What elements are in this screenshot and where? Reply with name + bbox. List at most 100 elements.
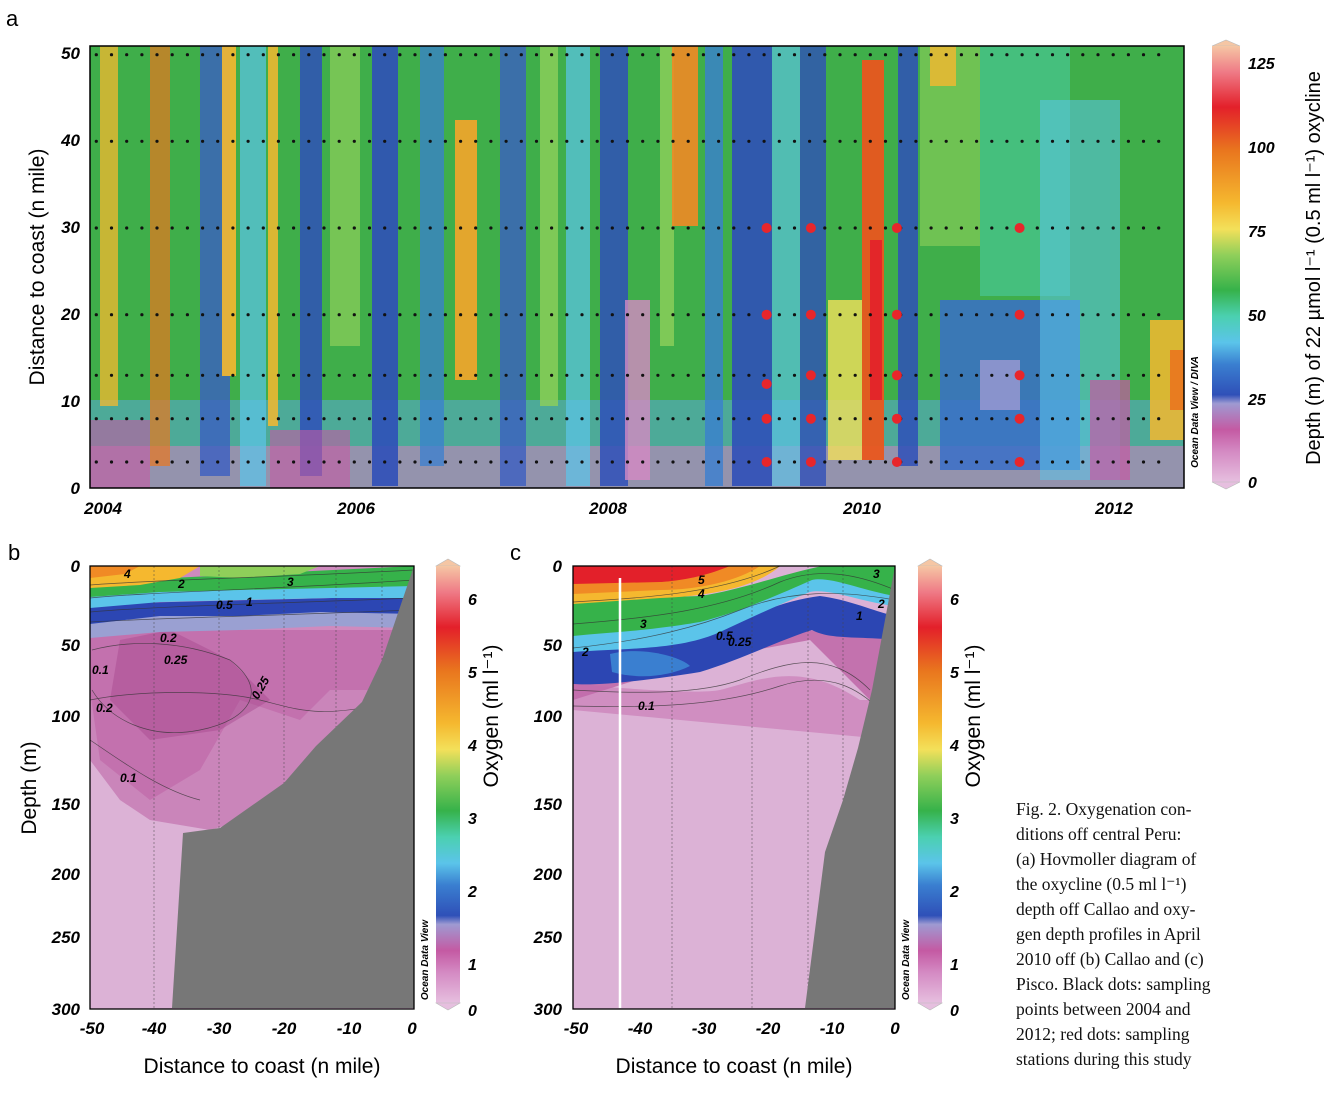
sampling-point — [1035, 313, 1039, 317]
sampling-point — [914, 53, 918, 57]
sampling-point — [838, 53, 842, 57]
sampling-point — [352, 460, 356, 464]
sampling-point — [883, 460, 888, 464]
sampling-point — [1126, 313, 1130, 317]
sampling-point — [975, 313, 979, 317]
b-contour-label: 4 — [123, 567, 131, 581]
sampling-point — [580, 226, 584, 230]
sampling-point — [276, 53, 280, 57]
sampling-point — [1096, 313, 1100, 317]
sampling-point — [383, 53, 387, 57]
a-y-axis-label: Distance to coast (n mile) — [26, 149, 49, 386]
sampling-point — [1005, 226, 1009, 230]
sampling-point — [641, 313, 645, 317]
sampling-point — [322, 53, 326, 57]
sampling-point — [990, 373, 994, 377]
sampling-point — [975, 460, 979, 464]
sampling-point — [413, 53, 417, 57]
sampling-point — [352, 373, 356, 377]
sampling-point — [1005, 373, 1009, 377]
sampling-point — [201, 53, 205, 57]
sampling-point — [1126, 373, 1130, 377]
sampling-point — [565, 226, 569, 230]
c-xtick: 0 — [890, 1019, 900, 1038]
sampling-point — [747, 417, 751, 421]
sampling-point — [838, 460, 842, 464]
sampling-point — [853, 460, 857, 464]
c-ytick: 300 — [534, 1000, 563, 1019]
sampling-point — [155, 417, 159, 421]
sampling-point — [489, 460, 493, 464]
sampling-point — [883, 373, 888, 377]
b-cbtick: 0 — [468, 1003, 477, 1020]
sampling-point — [959, 313, 964, 317]
sampling-point — [1035, 460, 1039, 464]
sampling-point — [610, 460, 614, 464]
sampling-point — [595, 226, 599, 230]
c-cbtick: 4 — [949, 738, 959, 755]
sampling-point — [231, 53, 235, 57]
sampling-point — [383, 139, 387, 143]
sampling-point — [443, 226, 447, 230]
sampling-point — [489, 313, 493, 317]
sampling-point — [231, 313, 235, 317]
sampling-point — [125, 313, 129, 317]
sampling-point — [352, 313, 356, 317]
sampling-point — [307, 373, 311, 377]
hovmoller-plot-area — [90, 46, 1184, 488]
sampling-point — [398, 313, 402, 317]
sampling-point — [1157, 313, 1161, 317]
sampling-point — [504, 226, 508, 230]
sampling-point — [641, 373, 645, 377]
sampling-point — [125, 139, 129, 143]
sampling-point — [261, 460, 265, 464]
sampling-point — [1050, 373, 1055, 377]
caption-line: depth off Callao and oxy- — [1016, 899, 1196, 919]
b-contour-label: 0.2 — [160, 631, 177, 645]
sampling-point — [747, 373, 751, 377]
sampling-point — [534, 139, 539, 143]
a-ytick: 40 — [60, 131, 80, 150]
sampling-point — [443, 53, 447, 57]
study-station — [761, 309, 772, 320]
sampling-point — [929, 460, 933, 464]
sampling-point — [109, 226, 114, 230]
sampling-point — [868, 373, 872, 377]
study-station — [891, 223, 902, 233]
b-cbtick: 5 — [468, 665, 478, 682]
sampling-point — [1111, 53, 1115, 57]
sampling-point — [201, 139, 205, 143]
b-colorbar-ticks: 0 1 2 3 4 5 6 — [467, 592, 478, 1020]
sampling-point — [337, 460, 341, 464]
sampling-point — [595, 417, 599, 421]
sampling-point — [1005, 460, 1009, 464]
c-cbtick: 0 — [950, 1003, 959, 1020]
sampling-point — [519, 53, 523, 57]
sampling-point — [367, 460, 372, 464]
sampling-point — [1157, 53, 1161, 57]
caption-line: ditions off central Peru: — [1016, 824, 1182, 844]
b-ytick: 300 — [52, 1000, 81, 1019]
sampling-point — [883, 417, 888, 421]
sampling-point — [777, 460, 781, 464]
sampling-point — [883, 226, 888, 230]
sampling-point — [1066, 313, 1070, 317]
sampling-point — [1141, 313, 1146, 317]
a-ytick: 50 — [61, 44, 80, 63]
b-cbtick: 6 — [468, 592, 477, 609]
sampling-point — [1066, 417, 1070, 421]
sampling-point — [140, 417, 144, 421]
sampling-point — [686, 313, 690, 317]
sampling-point — [1126, 53, 1130, 57]
sampling-point — [413, 373, 417, 377]
c-colorbar-ticks: 0 1 2 3 4 5 6 — [949, 592, 960, 1020]
sampling-point — [565, 313, 569, 317]
sampling-point — [443, 373, 447, 377]
sampling-point — [1050, 139, 1055, 143]
sampling-point — [975, 417, 979, 421]
caption-line: stations during this study — [1016, 1049, 1192, 1069]
sampling-point — [443, 139, 447, 143]
sampling-point — [671, 373, 675, 377]
sampling-point — [717, 53, 721, 57]
a-xtick: 2010 — [842, 499, 881, 518]
